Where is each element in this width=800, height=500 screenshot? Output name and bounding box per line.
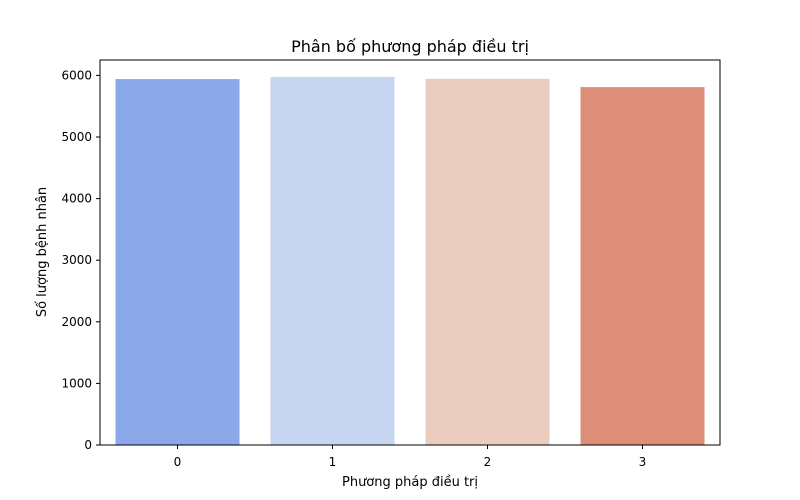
bar-2	[425, 78, 550, 446]
x-tick-label-3: 3	[639, 455, 647, 469]
plot-frame	[99, 59, 721, 446]
y-tick-label-1000: 1000	[61, 376, 92, 390]
y-axis-label: Số lượng bệnh nhân	[35, 187, 50, 317]
y-tick-label-3000: 3000	[61, 253, 92, 267]
x-tick-label-0: 0	[174, 455, 182, 469]
x-axis: 0 1 2 3	[174, 445, 647, 469]
bars-group	[115, 76, 705, 446]
x-tick-label-2: 2	[484, 455, 492, 469]
y-tick-label-6000: 6000	[61, 68, 92, 82]
y-tick-label-5000: 5000	[61, 130, 92, 144]
x-axis-label: Phương pháp điều trị	[342, 475, 478, 490]
y-tick-label-2000: 2000	[61, 315, 92, 329]
y-axis: 0 1000 2000 3000 4000 5000 6000	[61, 68, 100, 452]
chart-title: Phân bố phương pháp điều trị	[291, 37, 529, 56]
x-tick-label-1: 1	[329, 455, 337, 469]
y-tick-label-4000: 4000	[61, 192, 92, 206]
bar-1	[270, 76, 395, 445]
bar-0	[115, 79, 240, 445]
bar-3	[580, 87, 705, 445]
y-tick-label-0: 0	[84, 438, 92, 452]
